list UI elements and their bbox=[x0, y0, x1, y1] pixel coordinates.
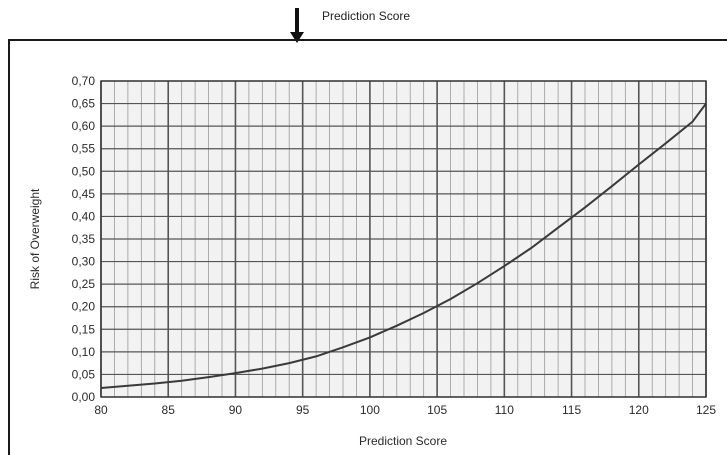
y-tick-label: 0,40 bbox=[72, 209, 96, 223]
x-tick-label: 110 bbox=[495, 403, 514, 417]
x-axis-label: Prediction Score bbox=[359, 434, 447, 448]
y-tick-label: 0,50 bbox=[72, 164, 96, 178]
y-tick-label: 0,60 bbox=[72, 119, 96, 133]
y-tick-label: 0,00 bbox=[72, 390, 96, 404]
plot-border bbox=[100, 80, 707, 398]
y-tick-label: 0,25 bbox=[72, 277, 96, 291]
y-tick-label: 0,35 bbox=[72, 232, 96, 246]
y-tick-label: 0,15 bbox=[72, 322, 96, 336]
y-tick-label: 0,55 bbox=[72, 142, 96, 156]
y-tick-label: 0,30 bbox=[72, 255, 96, 269]
x-tick-label: 85 bbox=[162, 403, 176, 417]
x-tick-label: 95 bbox=[296, 403, 310, 417]
y-tick-label: 0,10 bbox=[72, 345, 96, 359]
risk-curve bbox=[100, 103, 707, 389]
x-tick-label: 120 bbox=[629, 403, 649, 417]
x-tick-label: 90 bbox=[229, 403, 243, 417]
top-prediction-score-label: Prediction Score bbox=[322, 9, 411, 23]
x-tick-label: 100 bbox=[360, 403, 380, 417]
y-tick-label: 0,65 bbox=[72, 97, 96, 111]
x-tick-labels: 80 85 90 95 100 105 110 115 120 125 bbox=[94, 403, 716, 417]
y-tick-label: 0,05 bbox=[72, 367, 96, 381]
x-tick-label: 125 bbox=[696, 403, 716, 417]
y-tick-label: 0,70 bbox=[72, 74, 96, 88]
down-arrow-icon bbox=[290, 8, 304, 43]
x-tick-label: 80 bbox=[94, 403, 108, 417]
y-axis-label: Risk of Overweight bbox=[28, 188, 42, 289]
x-tick-label: 105 bbox=[427, 403, 447, 417]
y-tick-label: 0,45 bbox=[72, 187, 96, 201]
outer-frame bbox=[8, 39, 727, 455]
y-tick-label: 0,20 bbox=[72, 300, 96, 314]
x-tick-label: 115 bbox=[562, 403, 581, 417]
grid bbox=[100, 80, 707, 398]
y-tick-labels: 0,00 0,05 0,10 0,15 0,20 0,25 0,30 0,35 0,40 0,45… bbox=[72, 74, 96, 404]
